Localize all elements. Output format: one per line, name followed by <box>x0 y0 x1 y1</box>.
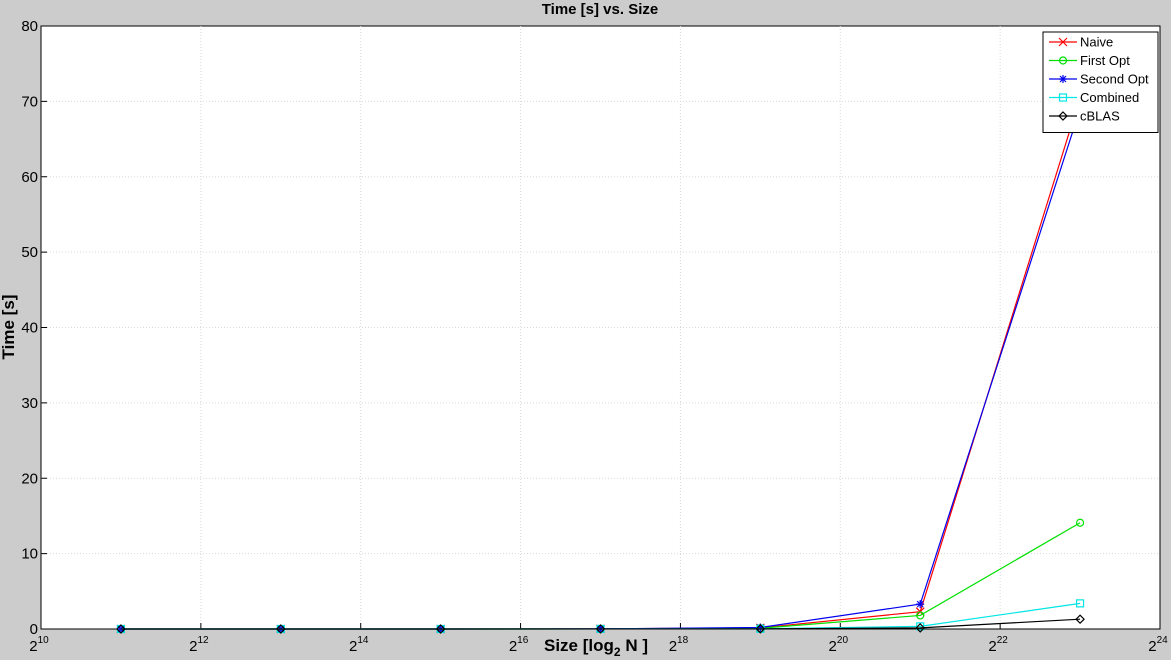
y-tick-label: 40 <box>21 320 38 337</box>
legend-item-combined: Combined <box>1049 90 1139 105</box>
data-point-cblas <box>1075 614 1085 625</box>
x-tick-label: 222 <box>988 635 1008 655</box>
legend-marker <box>1059 75 1067 83</box>
legend-marker <box>1058 111 1068 121</box>
data-point-second-opt <box>756 623 765 632</box>
legend-marker <box>1058 37 1068 47</box>
legend-label: cBLAS <box>1080 109 1120 124</box>
data-point-cblas <box>116 624 126 634</box>
y-axis-label: Time [s] <box>0 295 18 360</box>
legend-label: First Opt <box>1080 53 1130 68</box>
legend-marker <box>1058 56 1068 65</box>
chart-title: Time [s] vs. Size <box>542 1 658 18</box>
y-tick-label: 30 <box>21 395 38 412</box>
x-tick-label: 214 <box>349 635 369 655</box>
series-line-cblas <box>120 618 1081 630</box>
y-tick-label: 20 <box>21 470 38 487</box>
legend-marker <box>1058 93 1068 102</box>
data-point-second-opt <box>916 600 925 609</box>
data-point-cblas <box>595 624 606 634</box>
legend-item-cblas: cBLAS <box>1049 109 1120 124</box>
data-point-cblas <box>915 623 926 633</box>
legend-label: Combined <box>1080 90 1139 105</box>
y-tick-label: 50 <box>21 244 38 261</box>
grid <box>41 26 1160 629</box>
data-point-cblas <box>435 624 446 634</box>
y-tick-label: 80 <box>21 18 38 35</box>
legend: Naive First Opt Second Opt Combined cBLAS <box>1042 31 1159 133</box>
y-tick-label: 70 <box>21 93 38 110</box>
legend-label: Naive <box>1080 35 1113 50</box>
axes: 0 10 20 30 40 50 60 70 80 210 212 214 216 218 220 222 22… <box>21 18 1168 655</box>
legend-item-second-opt: Second Opt <box>1049 72 1149 87</box>
data-point-combined <box>1075 599 1085 608</box>
x-tick-label: 218 <box>669 635 689 655</box>
y-tick-label: 10 <box>21 546 38 563</box>
data-point-cblas <box>275 624 286 634</box>
x-tick-label: 212 <box>189 635 209 655</box>
x-axis-label: Size [log2 N ] <box>544 636 648 659</box>
series-cblas <box>116 614 1085 634</box>
data-point-first-opt <box>1075 518 1085 527</box>
legend-item-first-opt: First Opt <box>1049 53 1130 68</box>
data-point-first-opt <box>916 611 925 620</box>
y-tick-label: 0 <box>30 621 38 638</box>
y-tick-label: 60 <box>21 169 38 186</box>
x-tick-label: 224 <box>1148 635 1168 655</box>
x-tick-label: 210 <box>29 635 49 655</box>
x-tick-label: 220 <box>829 635 849 655</box>
series-group <box>116 93 1085 634</box>
x-tick-label: 216 <box>509 635 529 655</box>
data-point-combined <box>916 622 925 631</box>
legend-label: Second Opt <box>1080 72 1149 87</box>
data-point-cblas <box>755 624 766 634</box>
legend-item-naive: Naive <box>1049 35 1113 50</box>
